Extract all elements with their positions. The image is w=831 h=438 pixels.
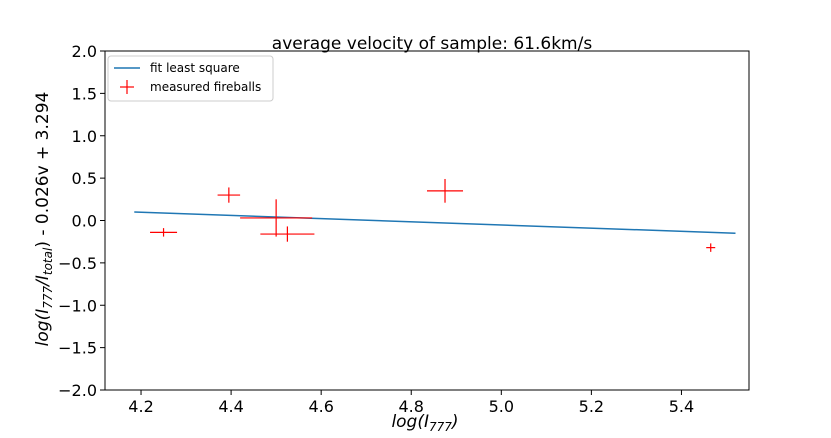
x-tick-label: 4.2 [128,397,153,416]
y-axis-label-sub1: 777 [41,286,55,309]
legend: fit least square measured fireballs [107,55,274,102]
y-axis-label-rest: ) - 0.026v + 3.294 [33,92,53,248]
y-tick-label: −2.0 [58,381,97,400]
y-axis-label-slash: /I [33,275,53,288]
x-tick-label: 4.8 [399,397,424,416]
y-tick-label: 0.5 [72,169,97,188]
x-tick-label: 5.0 [489,397,514,416]
y-tick-label: 2.0 [72,42,97,61]
x-axis-label-I: I [424,412,429,432]
y-axis-label-log: log(I [33,309,53,347]
y-tick-label: 1.0 [72,127,97,146]
x-axis-label-close: ) [450,412,459,432]
fit-line [134,211,736,234]
x-axis-label-sub: 777 [429,420,452,434]
x-tick-label: 4.4 [218,397,243,416]
x-tick-label: 4.6 [308,397,333,416]
x-axis-label-log: log( [391,412,425,432]
legend-box [107,55,274,102]
y-axis-label-sub2: total [41,247,55,275]
x-axis-label: log(I777) [391,412,458,434]
x-tick-label: 5.2 [579,397,604,416]
x-tick-label: 5.4 [669,397,694,416]
y-axis-label: log(I777/Itotal) - 0.026v + 3.294 [33,92,55,347]
y-tick-label: 1.5 [72,84,97,103]
plot-area: 4.2 4.4 4.6 4.8 5.0 5.2 5.4 −2.0 −1.5 −1.0 −0.5 0.0… [58,42,750,416]
y-tick-label: −1.5 [58,339,97,358]
chart-title: average velocity of sample: 61.6km/s [272,34,593,54]
y-tick-label: −1.0 [58,296,97,315]
y-tick-label: −0.5 [58,254,97,273]
legend-fit-label: fit least square [150,61,240,75]
y-tick-label: 0.0 [72,212,97,231]
legend-fireballs-label: measured fireballs [150,80,261,94]
